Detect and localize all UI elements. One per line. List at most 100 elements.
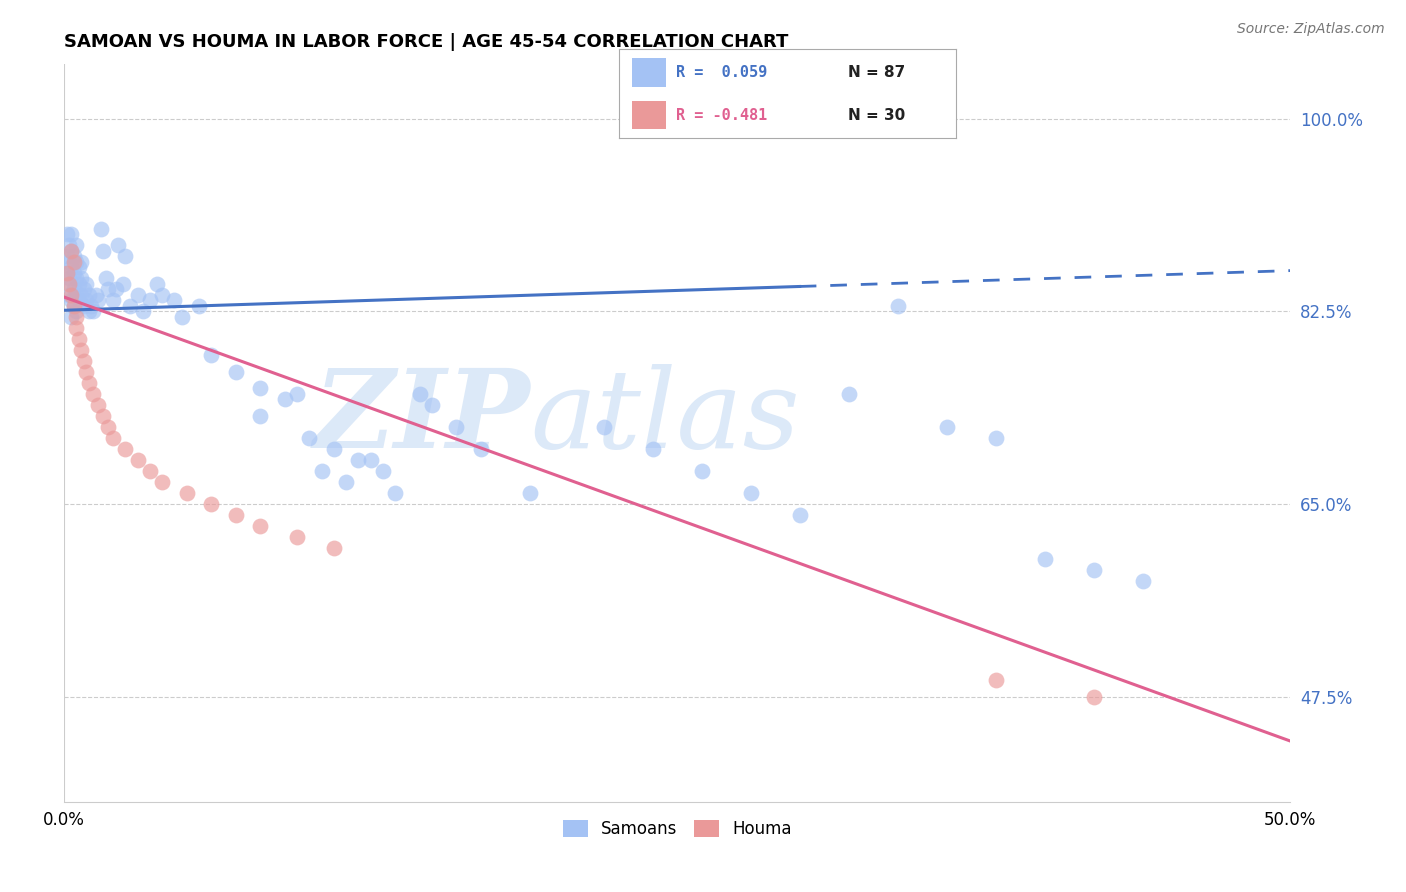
Point [65,304,87,318]
Point [70,288,93,302]
Point [58,288,80,302]
Point [73,282,96,296]
Point [274,392,297,407]
Point [58,238,80,252]
Point [101,431,124,445]
Point [58,277,80,291]
Point [1132,574,1154,589]
Point [97,420,120,434]
Point [225,508,247,523]
Point [60,227,83,242]
Point [87,293,110,308]
Point [67,260,90,275]
Point [77,304,100,318]
Point [360,453,382,467]
Point [984,673,1007,688]
Point [65,288,87,302]
Point [77,376,100,390]
Point [63,282,86,296]
Point [82,304,104,318]
Point [107,238,129,252]
Point [789,508,811,523]
Point [298,431,321,445]
Point [225,365,247,379]
Point [60,288,83,302]
Point [67,293,90,308]
Point [90,221,112,235]
Point [63,266,86,280]
Point [740,486,762,500]
Point [150,288,173,302]
Point [838,387,860,401]
Point [322,541,344,556]
Point [984,431,1007,445]
Point [146,277,169,291]
Bar [633,58,666,87]
Point [347,453,370,467]
Text: R = -0.481: R = -0.481 [676,108,768,122]
Point [127,453,149,467]
Point [55,227,77,242]
Text: SAMOAN VS HOUMA IN LABOR FORCE | AGE 45-54 CORRELATION CHART: SAMOAN VS HOUMA IN LABOR FORCE | AGE 45-… [65,33,789,51]
Point [120,299,142,313]
Point [60,244,83,258]
Point [200,348,222,362]
Point [84,288,107,302]
Point [101,293,124,308]
Point [73,354,96,368]
Point [470,442,492,456]
Point [935,420,957,434]
Point [70,343,93,357]
Text: atlas: atlas [530,364,800,472]
Point [1033,552,1056,566]
Point [65,238,87,252]
Point [70,254,93,268]
Point [111,277,134,291]
Point [131,304,153,318]
Text: ZIP: ZIP [314,364,530,472]
Point [139,293,162,308]
Point [60,277,83,291]
Point [58,271,80,285]
Point [73,299,96,313]
Point [58,254,80,268]
Point [139,464,162,478]
Point [592,420,614,434]
Legend: Samoans, Houma: Samoans, Houma [555,814,799,845]
Point [65,271,87,285]
Point [127,288,149,302]
Point [70,271,93,285]
Point [641,442,664,456]
Point [249,519,271,533]
Point [63,249,86,263]
Point [67,332,90,346]
Point [104,282,127,296]
Point [63,299,86,313]
Point [170,310,193,324]
Point [60,310,83,324]
Point [60,293,83,308]
Point [335,475,357,489]
Point [446,420,468,434]
Point [1083,690,1105,704]
Point [311,464,333,478]
Point [163,293,186,308]
Point [150,475,173,489]
Point [420,398,443,412]
Text: N = 30: N = 30 [848,108,905,122]
Point [80,299,103,313]
Point [55,249,77,263]
Point [65,321,87,335]
Point [60,260,83,275]
Point [690,464,713,478]
Point [519,486,541,500]
Point [285,530,308,544]
Point [75,277,97,291]
Point [97,282,120,296]
Point [887,299,910,313]
Point [1083,563,1105,577]
Point [91,244,114,258]
Point [65,310,87,324]
Point [285,387,308,401]
Point [91,409,114,423]
